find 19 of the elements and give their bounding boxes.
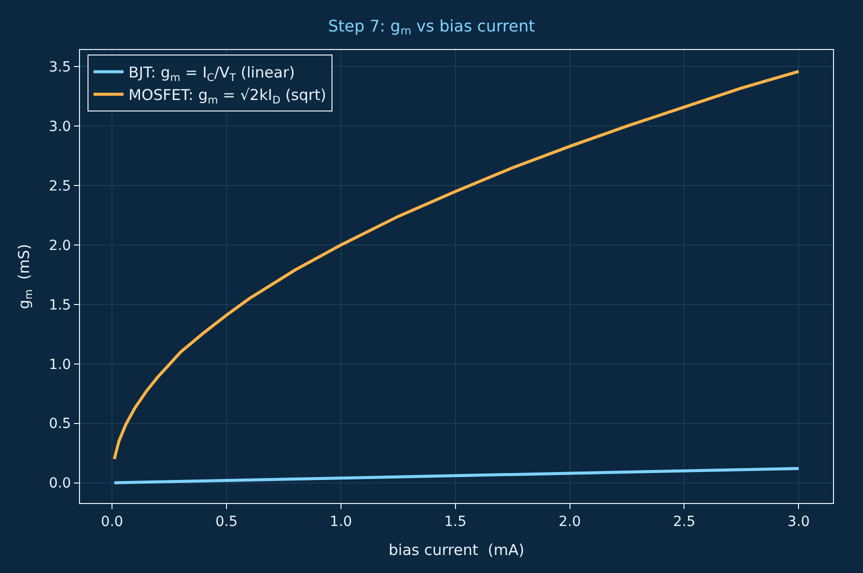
legend-label: MOSFET: g$_{m}$ = √2kI$_{D}$ (sqrt): [128, 86, 326, 106]
y-tick-label: 3.5: [48, 60, 72, 76]
x-tick-label: 2.5: [673, 514, 696, 530]
x-tick-label: 1.5: [444, 514, 466, 530]
y-tick-label: 2.0: [48, 238, 72, 254]
x-tick-label: 1.0: [330, 514, 352, 530]
x-tick-label: 2.0: [558, 514, 581, 530]
x-tick-label: 0.5: [215, 514, 238, 530]
legend-label: BJT: g$_{m}$ = I$_{C}$/V$_{T}$ (linear): [128, 64, 295, 84]
chart-title: Step 7: g$_{m}$ vs bias current: [328, 16, 535, 38]
x-tick-label: 0.0: [100, 514, 124, 530]
y-tick-label: 0.5: [48, 416, 72, 432]
y-tick-label: 3.0: [48, 118, 72, 135]
x-axis-title: bias current (mA): [388, 540, 524, 559]
y-tick-label: 2.5: [48, 178, 72, 194]
y-tick-label: 0.0: [48, 476, 72, 492]
x-tick-label: 3.0: [788, 514, 810, 530]
y-tick-label: 1.0: [48, 356, 72, 373]
y-tick-label: 1.5: [48, 297, 72, 314]
